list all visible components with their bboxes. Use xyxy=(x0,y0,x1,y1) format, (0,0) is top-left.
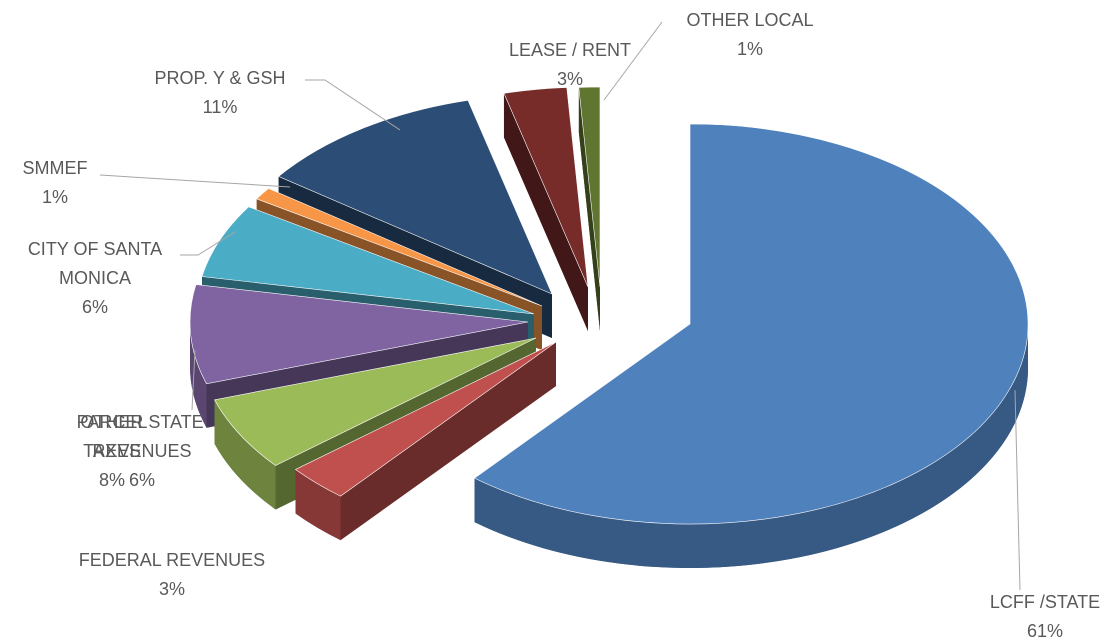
slice xyxy=(201,206,535,315)
leader-line xyxy=(603,21,663,101)
slice xyxy=(189,284,529,385)
label-value: 8% xyxy=(98,470,125,490)
label-name: PROP. Y & GSH xyxy=(154,68,286,88)
leader-line xyxy=(1014,389,1021,591)
data-label: CITY OF SANTA MONICA 6% xyxy=(5,235,185,322)
slice xyxy=(503,87,589,288)
label-name: LEASE / RENT xyxy=(508,40,632,60)
label-name: FEDERAL REVENUES xyxy=(78,550,266,570)
slices xyxy=(189,86,1029,568)
leader-line xyxy=(180,231,236,256)
label-value: 1% xyxy=(736,39,763,59)
label-value: 3% xyxy=(158,579,185,599)
slice-side xyxy=(295,469,341,541)
slice xyxy=(294,341,557,497)
slice-side xyxy=(190,322,207,428)
slice xyxy=(473,123,1029,525)
label-name: SMMEF xyxy=(22,158,88,178)
slice xyxy=(214,337,537,466)
label-name: CITY OF SANTA MONICA xyxy=(27,239,163,288)
data-label: FEDERAL REVENUES 3% xyxy=(42,546,302,604)
leader-line xyxy=(305,79,401,131)
label-name: PARCEL TAXES xyxy=(76,412,148,461)
data-label: LEASE / RENT 3% xyxy=(490,36,650,94)
label-value: 1% xyxy=(41,187,68,207)
slice xyxy=(277,99,553,295)
leader-line xyxy=(191,349,196,411)
data-label: SMMEF 1% xyxy=(5,154,105,212)
slice xyxy=(256,188,543,307)
data-label: LCFF /STATE 61% xyxy=(970,588,1119,643)
slice-wall xyxy=(503,93,588,331)
slice-side xyxy=(474,324,1029,568)
data-label: OTHER STATE REVENUES 6% xyxy=(77,408,207,495)
slice-side xyxy=(214,399,276,510)
leader-line xyxy=(99,174,291,188)
slice-wall xyxy=(578,87,600,331)
label-value: 61% xyxy=(1026,621,1064,641)
data-label: PROP. Y & GSH 11% xyxy=(120,64,320,122)
label-name: OTHER STATE REVENUES xyxy=(80,412,204,461)
data-label: PARCEL TAXES 8% xyxy=(47,408,177,495)
label-value: 11% xyxy=(202,97,238,117)
label-name: LCFF /STATE xyxy=(989,592,1101,612)
label-value: 3% xyxy=(556,69,583,89)
data-label: OTHER LOCAL 1% xyxy=(660,6,840,64)
slice xyxy=(578,86,601,288)
label-name: OTHER LOCAL xyxy=(686,10,814,30)
label-value: 6% xyxy=(81,297,108,317)
label-value: 6% xyxy=(128,470,155,490)
